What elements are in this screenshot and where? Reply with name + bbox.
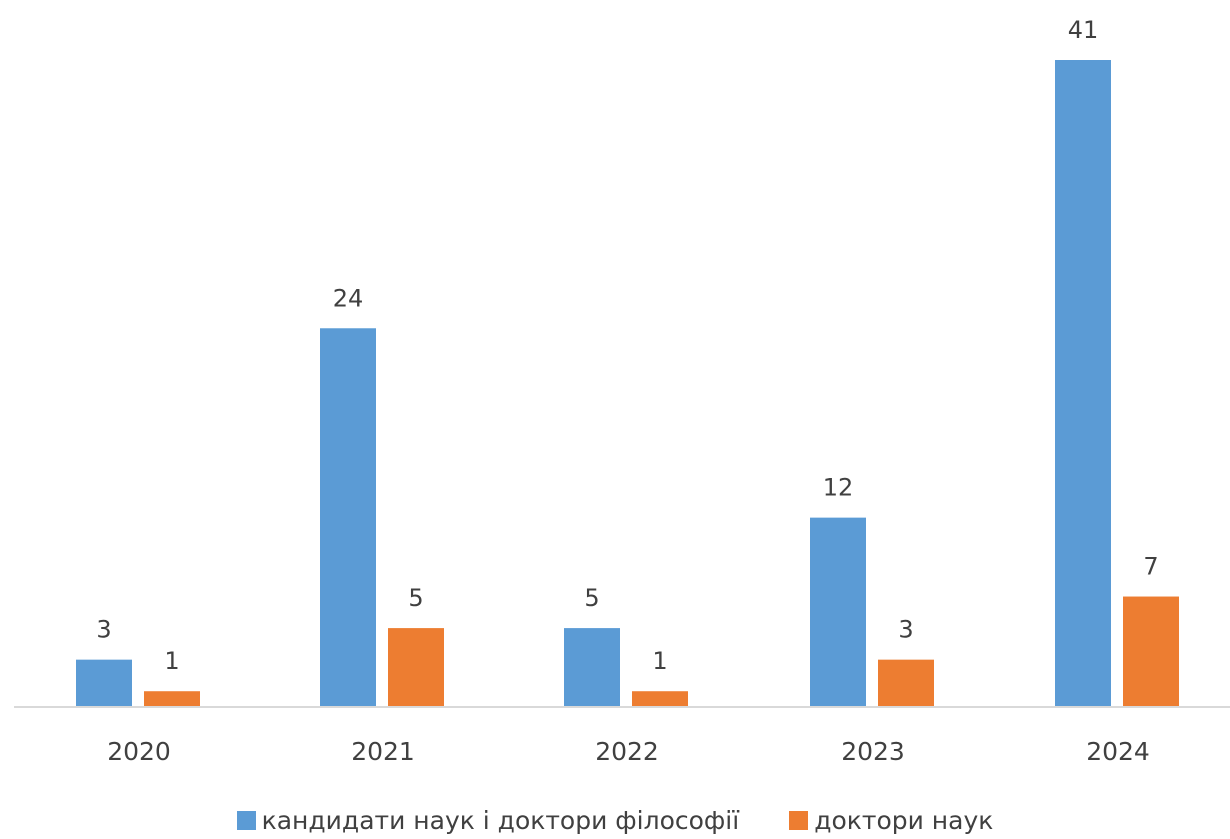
legend-swatch-series-1 [236, 811, 256, 830]
legend: кандидати наук і доктори філософії докто… [0, 806, 1230, 835]
legend-swatch-series-2 [789, 811, 809, 830]
data-label-2024-series-1: 41 [1068, 16, 1099, 44]
x-tick-label-2023: 2023 [841, 737, 905, 766]
bar-2020-series-2 [144, 691, 200, 707]
bars-layer [76, 60, 1179, 707]
bar-2024-series-2 [1123, 596, 1179, 707]
bar-2020-series-1 [76, 659, 132, 707]
data-label-2021-series-2: 5 [408, 584, 423, 612]
legend-item-series-2: доктори наук [789, 806, 993, 835]
data-label-2022-series-2: 1 [652, 647, 667, 675]
data-label-2023-series-2: 3 [898, 616, 913, 644]
bar-2021-series-1 [320, 328, 376, 707]
data-label-2020-series-1: 3 [96, 616, 111, 644]
x-tick-labels: 2020 2021 2022 2023 2024 [107, 737, 1150, 766]
data-label-2022-series-1: 5 [584, 584, 599, 612]
legend-label-series-1: кандидати наук і доктори філософії [261, 806, 740, 835]
bar-2023-series-1 [810, 517, 866, 707]
legend-item-series-1: кандидати наук і доктори філософії [236, 806, 740, 835]
legend-label-series-2: доктори наук [814, 806, 994, 835]
x-tick-label-2021: 2021 [351, 737, 415, 766]
x-tick-label-2024: 2024 [1086, 737, 1150, 766]
x-tick-label-2020: 2020 [107, 737, 171, 766]
bar-2022-series-1 [564, 628, 620, 707]
bar-2023-series-2 [878, 659, 934, 707]
bar-2021-series-2 [388, 628, 444, 707]
data-label-2020-series-2: 1 [164, 647, 179, 675]
bar-2024-series-1 [1055, 60, 1111, 707]
data-label-2021-series-1: 24 [333, 284, 364, 312]
bar-2022-series-2 [632, 691, 688, 707]
data-label-2023-series-1: 12 [823, 474, 854, 502]
data-label-2024-series-2: 7 [1143, 553, 1158, 581]
x-tick-label-2022: 2022 [595, 737, 659, 766]
bar-labels-layer: 3 1 24 5 5 1 12 3 41 7 [96, 16, 1158, 675]
